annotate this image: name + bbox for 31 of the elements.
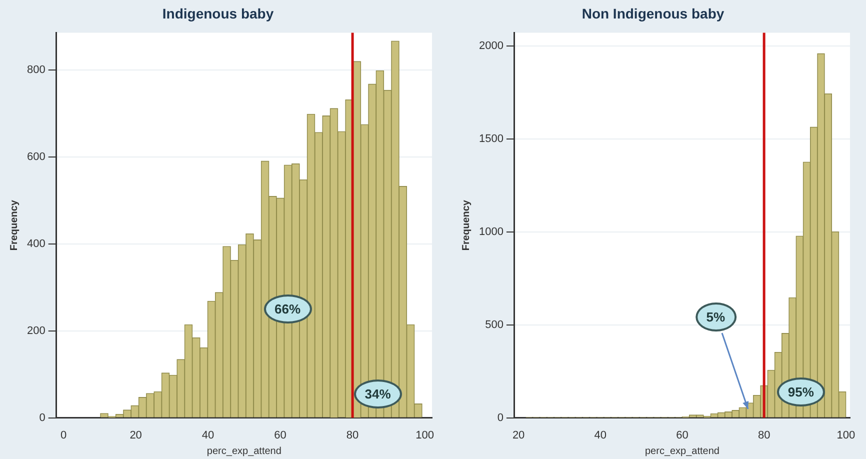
x-tick-label: 100 — [416, 429, 434, 442]
x-tick-label: 80 — [758, 429, 770, 442]
x-axis-title: perc_exp_attend — [206, 446, 282, 457]
x-axis-title: perc_exp_attend — [644, 446, 720, 457]
y-tick-label: 200 — [26, 324, 46, 337]
chart-title: Indigenous baby — [162, 5, 274, 22]
y-tick-label: 500 — [485, 318, 504, 331]
x-tick-label: 80 — [346, 429, 359, 442]
x-tick-label: 0 — [60, 429, 67, 442]
y-tick-label: 1000 — [478, 226, 504, 238]
y-tick-label: 2000 — [478, 40, 504, 52]
x-tick-label: 20 — [130, 429, 142, 442]
x-tick-label: 60 — [274, 429, 286, 442]
x-tick-label: 40 — [594, 429, 607, 442]
y-axis-title: Frequency — [460, 200, 472, 251]
y-tick-label: 0 — [497, 412, 504, 424]
annotation: 5% — [695, 302, 736, 331]
x-tick-label: 60 — [676, 429, 688, 442]
y-axis-title: Frequency — [8, 200, 20, 251]
y-tick-label: 600 — [26, 150, 46, 163]
y-tick-label: 800 — [26, 64, 46, 76]
y-tick-label: 1500 — [478, 132, 504, 145]
x-tick-label: 20 — [512, 429, 525, 442]
x-tick-label: 40 — [202, 429, 214, 442]
x-tick-label: 100 — [836, 429, 856, 442]
chart-title: Non Indigenous baby — [582, 5, 724, 22]
annotation: 34% — [354, 379, 402, 408]
annotation: 66% — [264, 294, 312, 324]
annotation: 95% — [776, 378, 825, 407]
y-tick-label: 0 — [39, 412, 46, 424]
y-tick-label: 400 — [26, 238, 46, 250]
